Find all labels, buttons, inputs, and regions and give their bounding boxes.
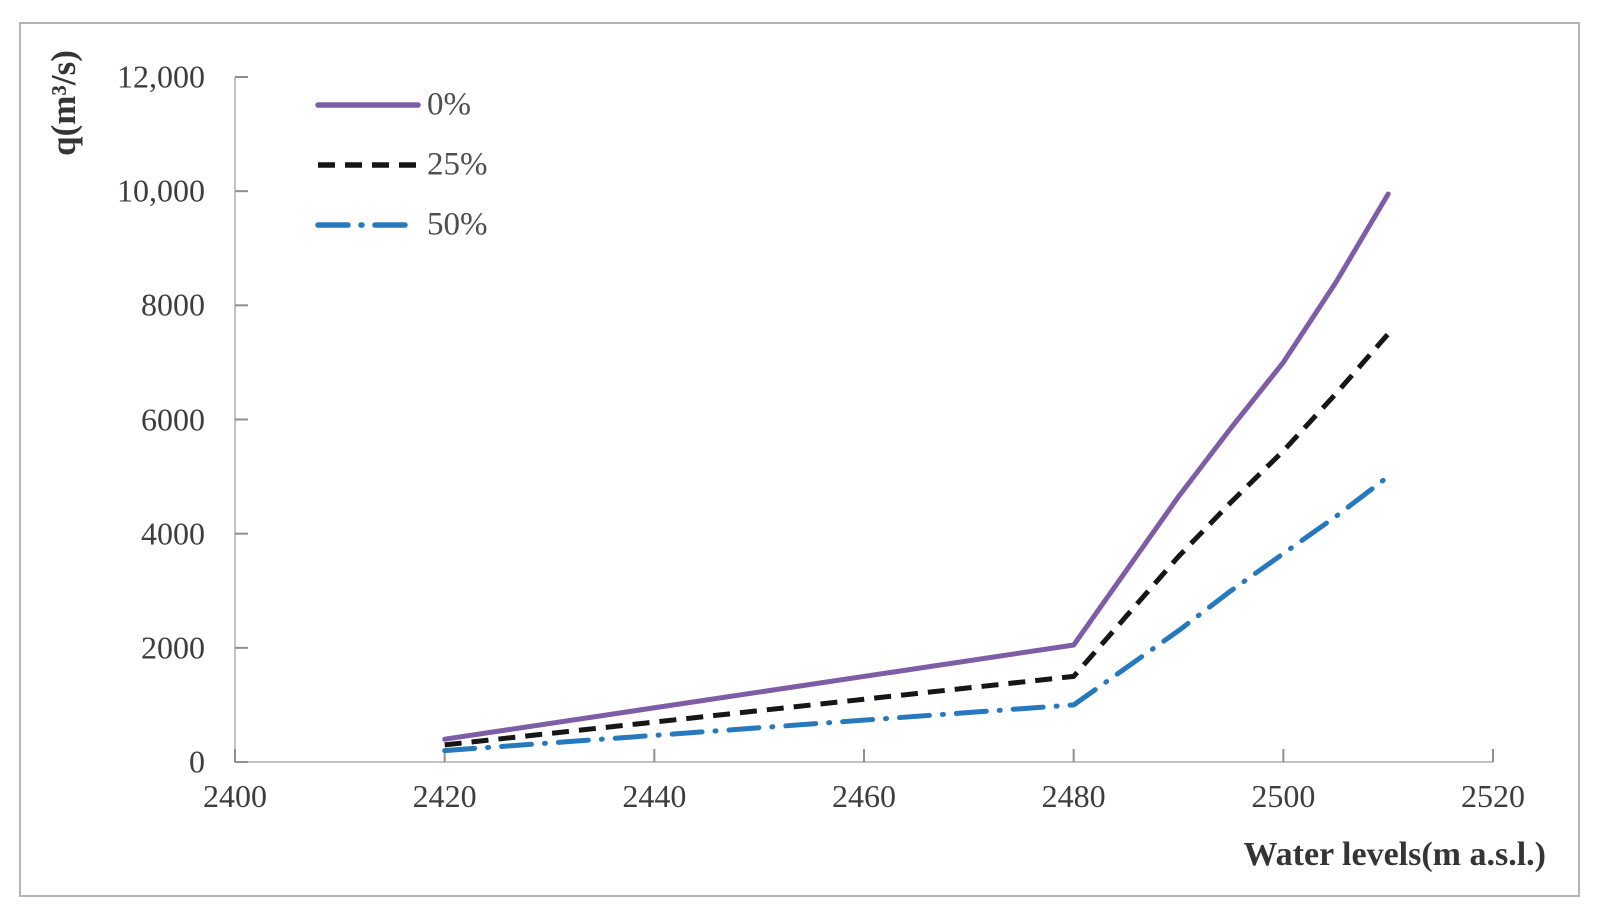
legend-label-25pct: 25%	[427, 146, 488, 183]
x-tick-label: 2400	[203, 778, 267, 814]
y-tick-label: 4000	[141, 515, 205, 552]
x-tick-label: 2520	[1461, 778, 1525, 814]
series-line-0pct	[442, 191, 1391, 742]
y-tick-label: 12,000	[117, 58, 205, 95]
y-tick-label: 6000	[141, 400, 205, 437]
x-axis-title: Water levels(m a.s.l.)	[1243, 836, 1546, 873]
legend-label-50pct: 50%	[427, 206, 488, 243]
legend-label-0pct: 0%	[427, 86, 471, 123]
series-line-50pct	[442, 474, 1391, 754]
y-tick-label: 2000	[141, 629, 205, 666]
x-tick-label: 2460	[832, 778, 896, 814]
axis-lines	[234, 77, 1493, 763]
x-tick-label: 2420	[412, 778, 477, 814]
x-tick-label: 2480	[1041, 778, 1106, 814]
y-axis-title: q(m³/s)	[44, 50, 83, 156]
y-tick-label: 8000	[141, 286, 205, 323]
y-tick-label: 0	[189, 743, 205, 780]
x-tick-label: 2440	[622, 778, 687, 814]
series-line-25pct	[444, 332, 1391, 748]
x-tick-label: 2500	[1251, 778, 1316, 814]
y-tick-label: 10,000	[117, 172, 205, 209]
figure-border	[19, 22, 1580, 897]
